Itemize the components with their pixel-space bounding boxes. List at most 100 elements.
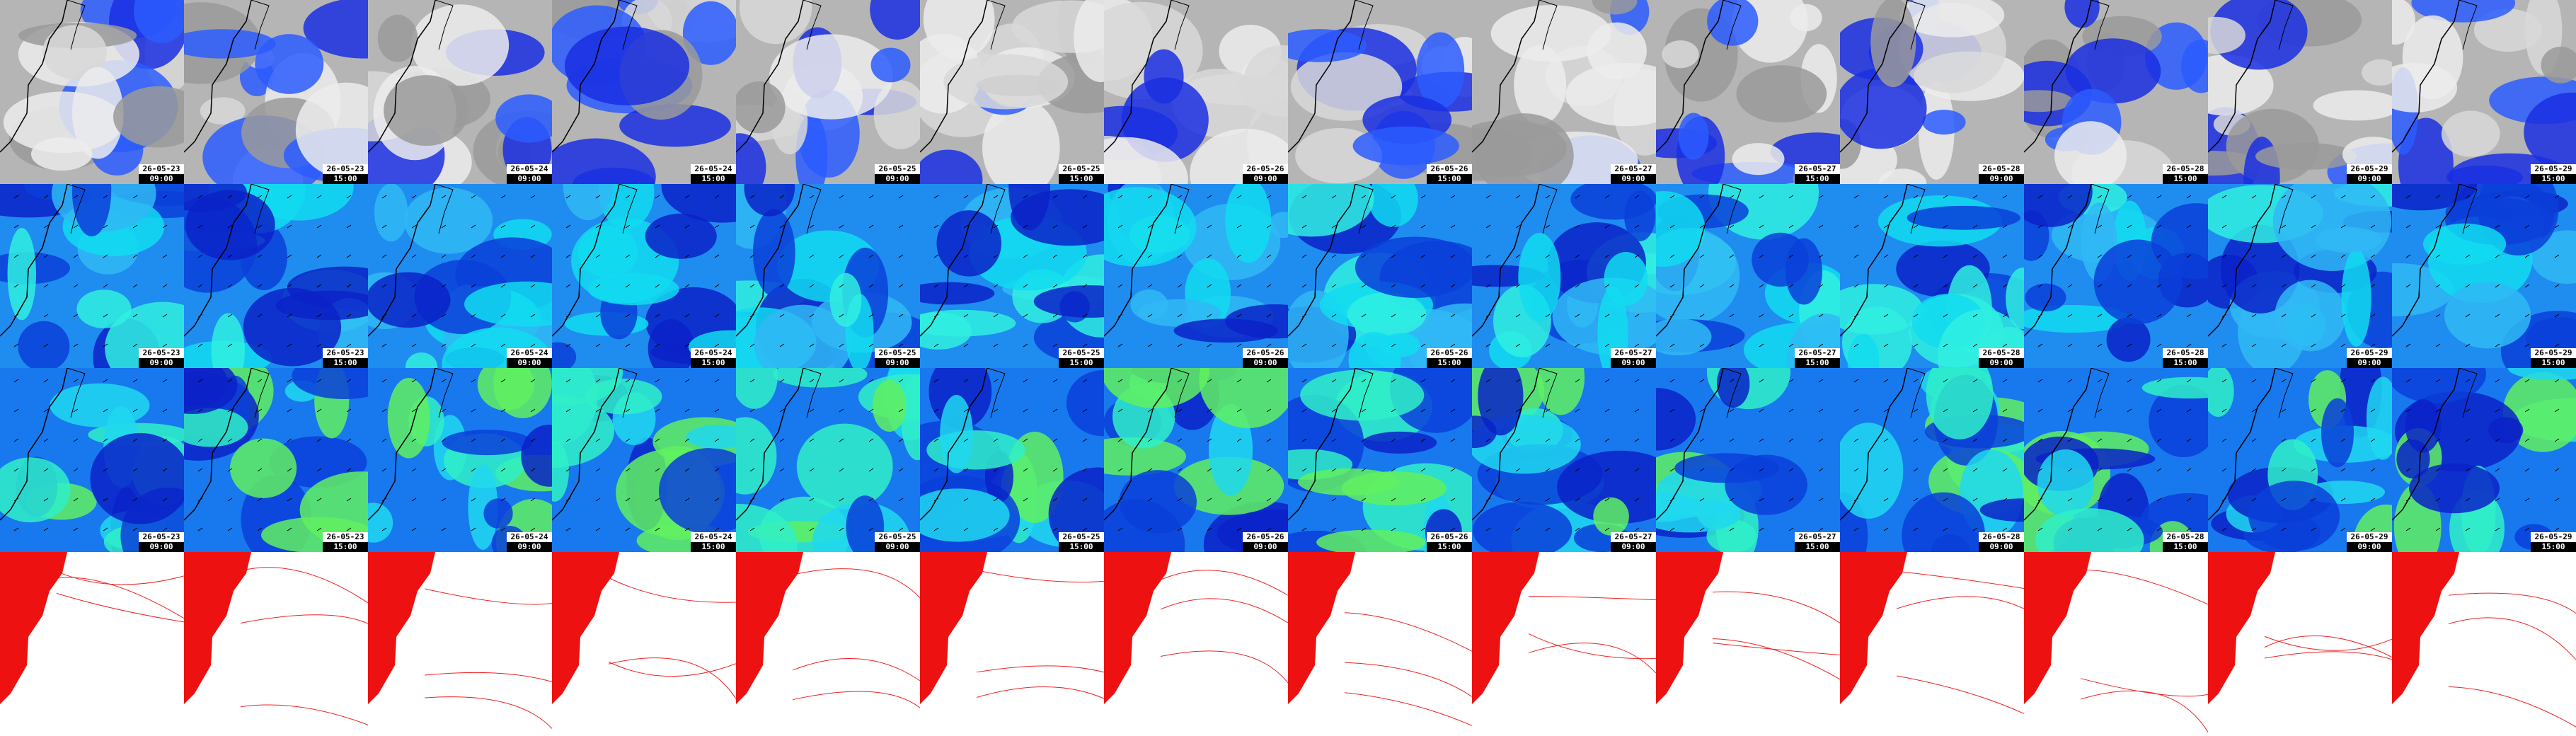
wind-barb xyxy=(779,343,785,347)
date-label: 26-05-25 xyxy=(879,348,916,357)
tile-content xyxy=(1104,0,1288,184)
tile-content xyxy=(368,0,552,184)
wind-barb xyxy=(1420,284,1426,288)
wind-barb xyxy=(2524,468,2530,472)
wind-barb xyxy=(1361,379,1367,383)
wind-barb xyxy=(73,284,79,288)
wind-barb xyxy=(993,195,999,199)
wind-barb xyxy=(43,438,49,442)
tile-content xyxy=(2024,184,2208,368)
field-blob xyxy=(2392,368,2487,403)
wind-barb xyxy=(1634,527,1640,531)
wind-barb xyxy=(197,408,203,413)
field-blob xyxy=(410,4,510,86)
coastline xyxy=(0,0,68,153)
wind-barb xyxy=(933,379,939,383)
wind-barb xyxy=(500,379,506,383)
field-blob xyxy=(1010,189,1104,246)
wind-barb xyxy=(13,379,19,383)
wind-barb xyxy=(227,468,233,472)
field-blob xyxy=(384,75,469,146)
wind-barb xyxy=(316,408,322,413)
time-box xyxy=(1979,542,2024,552)
wind-barb xyxy=(73,408,79,413)
wind-barb xyxy=(13,284,19,288)
time-box xyxy=(1427,174,1472,184)
border xyxy=(435,0,454,50)
wind-barb xyxy=(2554,527,2560,531)
wind-barb xyxy=(963,498,969,502)
wind-barb xyxy=(441,408,447,413)
wind-barb xyxy=(2435,314,2441,318)
field-blob xyxy=(645,213,717,259)
tile-content xyxy=(736,0,920,184)
wind-barb xyxy=(1604,314,1610,318)
wind-barb xyxy=(2340,498,2346,502)
field-blob xyxy=(796,423,893,510)
wind-barb xyxy=(1515,314,1521,318)
date-box xyxy=(507,348,552,358)
wind-barb xyxy=(2465,438,2471,442)
time-label: 09:00 xyxy=(1621,542,1645,551)
wind-barb xyxy=(530,195,536,199)
wind-barb xyxy=(73,379,79,383)
field-blob xyxy=(299,471,368,548)
field-blob xyxy=(682,1,736,65)
wind-barb xyxy=(2067,498,2073,502)
field-blob xyxy=(552,440,569,502)
tile-content xyxy=(0,368,184,552)
wind-barb xyxy=(684,498,690,502)
wind-barb xyxy=(471,254,476,258)
wind-barb xyxy=(1450,314,1456,318)
date-label: 26-05-29 xyxy=(2351,348,2388,357)
tile-content xyxy=(1472,552,1656,704)
wind-barb xyxy=(500,195,506,199)
wind-barb xyxy=(500,408,506,413)
field-blob xyxy=(275,290,368,321)
contour xyxy=(2264,636,2392,651)
coastline xyxy=(368,368,436,521)
wind-barb xyxy=(73,527,79,531)
time-box xyxy=(691,358,736,368)
wind-barb xyxy=(1361,284,1367,288)
wind-barb xyxy=(1604,527,1610,531)
wind-barb xyxy=(1117,343,1123,347)
tile-content xyxy=(1656,184,1840,368)
contour xyxy=(56,570,184,585)
wind-barb xyxy=(963,224,969,229)
wind-barb xyxy=(1943,314,1948,318)
wind-barb xyxy=(625,224,631,229)
field-blob xyxy=(2441,110,2500,157)
field-blob xyxy=(1790,4,1822,32)
wind-barb xyxy=(530,408,536,413)
land-red xyxy=(1840,552,1907,704)
wind-barb xyxy=(1575,254,1580,258)
land-red xyxy=(1288,552,1355,704)
wind-barb xyxy=(655,379,660,383)
time-label: 09:00 xyxy=(1253,542,1277,551)
field-blob xyxy=(0,457,71,523)
date-box xyxy=(2531,348,2576,358)
border xyxy=(619,0,638,50)
wind-barb xyxy=(2311,498,2316,502)
border xyxy=(1355,184,1374,234)
wind-barb xyxy=(1669,343,1675,347)
wind-barb xyxy=(1515,408,1521,413)
wind-barb xyxy=(103,498,108,502)
coastline xyxy=(736,368,804,521)
wind-barb xyxy=(103,438,108,442)
wind-barb xyxy=(13,195,19,199)
wind-barb xyxy=(1236,254,1242,258)
field-blob xyxy=(872,379,907,432)
wind-barb xyxy=(132,254,138,258)
wind-barb xyxy=(2127,224,2132,229)
wind-barb xyxy=(1361,527,1367,531)
wind-barb xyxy=(1177,408,1183,413)
wind-barb xyxy=(530,224,536,229)
wind-barb xyxy=(346,438,352,442)
